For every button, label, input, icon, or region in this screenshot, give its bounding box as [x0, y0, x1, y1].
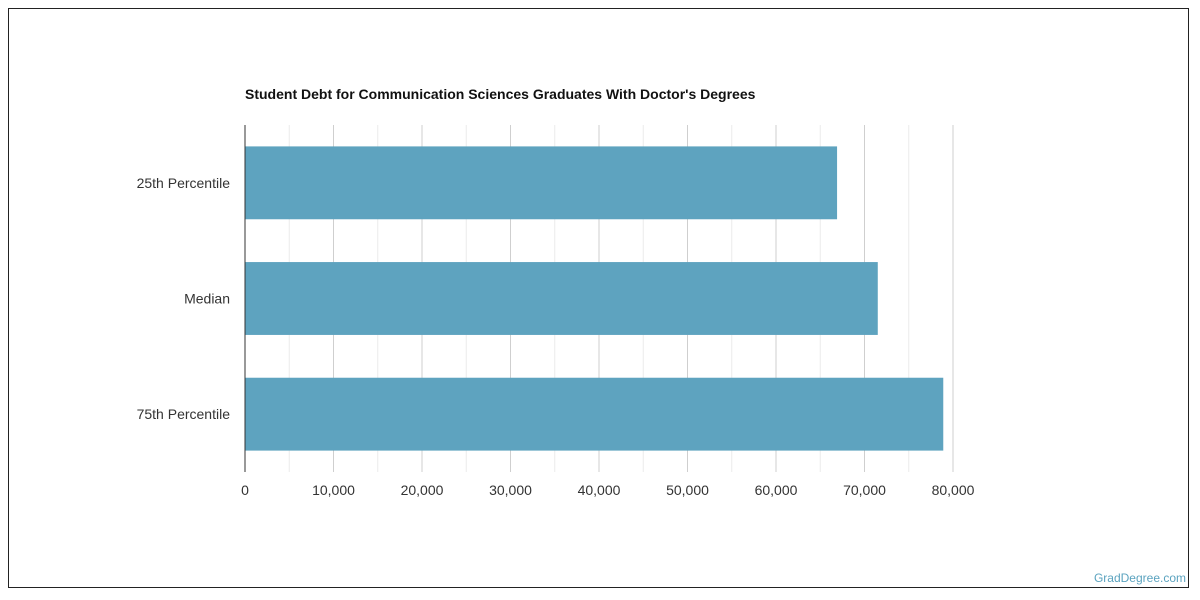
x-tick-label: 40,000 — [578, 482, 621, 498]
x-tick-label: 0 — [241, 482, 249, 498]
x-tick-label: 10,000 — [312, 482, 355, 498]
category-label: 25th Percentile — [137, 175, 231, 191]
watermark: GradDegree.com — [1093, 571, 1186, 585]
bar-25th-percentile — [245, 146, 838, 220]
chart-title: Student Debt for Communication Sciences … — [245, 86, 756, 102]
axis-labels: 25th Percentile Median 75th Percentile 0 10,… — [137, 175, 975, 498]
x-tick-label: 70,000 — [843, 482, 886, 498]
category-label: Median — [184, 291, 230, 307]
x-tick-label: 80,000 — [932, 482, 975, 498]
x-tick-label: 20,000 — [401, 482, 444, 498]
bar-75th-percentile — [245, 377, 944, 451]
x-tick-label: 60,000 — [755, 482, 798, 498]
x-tick-label: 30,000 — [489, 482, 532, 498]
bar-median — [245, 262, 878, 335]
x-tick-label: 50,000 — [666, 482, 709, 498]
category-label: 75th Percentile — [137, 406, 231, 422]
bars — [245, 146, 944, 451]
